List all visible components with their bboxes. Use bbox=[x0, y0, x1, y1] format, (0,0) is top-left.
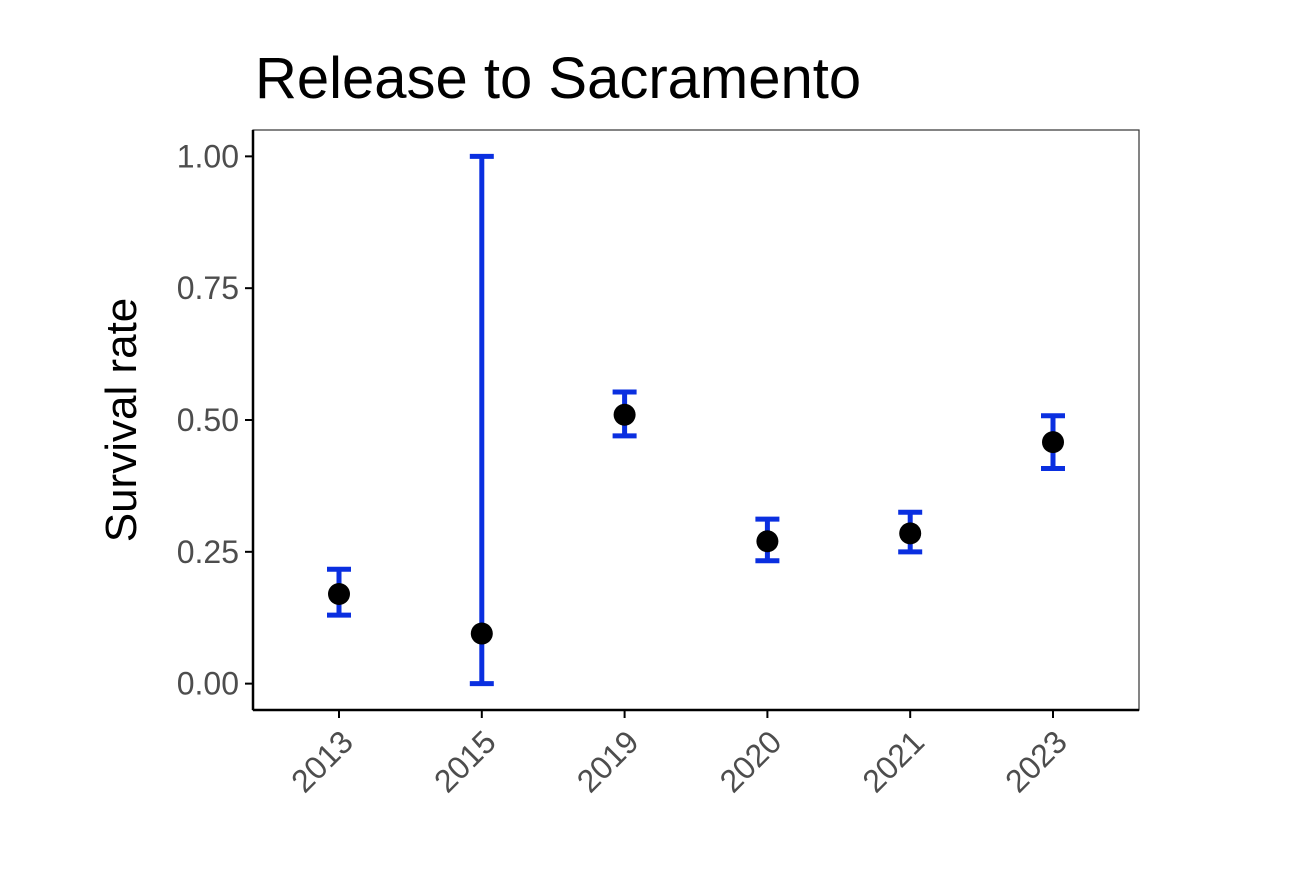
y-tick-label: 0.25 bbox=[177, 534, 239, 570]
error-bar-2015 bbox=[469, 153, 494, 687]
x-tick-label: 2020 bbox=[713, 723, 789, 799]
point-2023 bbox=[1042, 431, 1064, 454]
y-tick-label: 0.75 bbox=[177, 270, 239, 306]
y-ticks: 0.00 0.25 0.50 0.75 1.00 bbox=[177, 138, 253, 702]
x-tick-label: 2023 bbox=[998, 723, 1074, 799]
x-ticks: 2013 2015 2019 2020 2021 2023 bbox=[284, 710, 1074, 799]
y-axis-label: Survival rate bbox=[97, 298, 146, 543]
x-tick-label: 2015 bbox=[427, 723, 503, 799]
point-2013 bbox=[328, 583, 350, 605]
point-2020 bbox=[756, 530, 779, 553]
point-2015 bbox=[470, 622, 493, 645]
plot-panel-border bbox=[252, 129, 1140, 711]
chart-title: Release to Sacramento bbox=[255, 46, 861, 111]
x-tick-label: 2019 bbox=[570, 723, 646, 799]
x-tick-label: 2021 bbox=[855, 723, 931, 799]
point-2019 bbox=[613, 403, 636, 426]
x-tick-label: 2013 bbox=[284, 723, 360, 799]
points bbox=[328, 403, 1064, 645]
y-tick-label: 0.00 bbox=[177, 666, 239, 702]
y-tick-label: 1.00 bbox=[177, 138, 239, 174]
y-tick-label: 0.50 bbox=[177, 402, 239, 438]
error-bars bbox=[327, 153, 1065, 687]
point-2021 bbox=[899, 522, 922, 545]
